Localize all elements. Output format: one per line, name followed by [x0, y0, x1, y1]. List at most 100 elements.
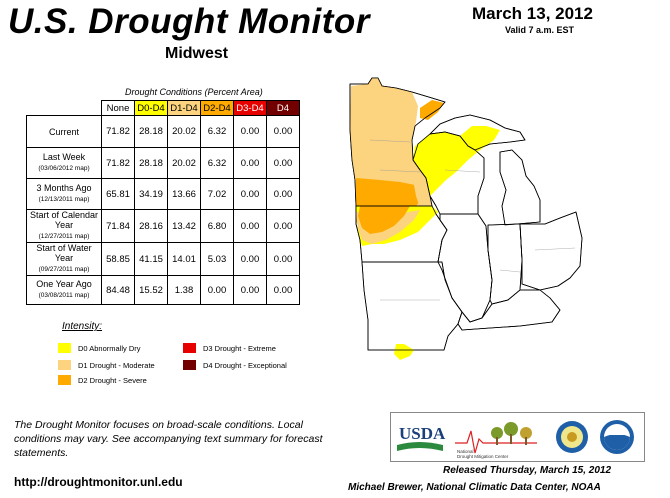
table-cell: 71.82: [101, 147, 135, 179]
table-cell: 0.00: [266, 275, 300, 305]
ndmc-logo: National Drought Mitigation Center: [455, 422, 537, 459]
legend-swatch: [183, 343, 196, 353]
legend-swatch: [183, 360, 196, 370]
table-cell: 28.16: [134, 209, 168, 243]
svg-text:National: National: [457, 449, 474, 454]
table-cell: 28.18: [134, 115, 168, 148]
table-cell: 20.02: [167, 115, 201, 148]
table-cell: 0.00: [233, 147, 267, 179]
disclaimer-text: The Drought Monitor focuses on broad-sca…: [14, 419, 323, 459]
table-cell: 7.02: [200, 178, 234, 210]
table-cell: 5.03: [200, 242, 234, 276]
table-cell: 6.80: [200, 209, 234, 243]
internal-boundaries: [369, 139, 576, 301]
table-cell: 0.00: [266, 115, 300, 148]
svg-text:Drought Mitigation Center: Drought Mitigation Center: [457, 454, 509, 459]
table-cell: 71.84: [101, 209, 135, 243]
midwest-drought-map: [349, 77, 583, 360]
table-cell: 6.32: [200, 115, 234, 148]
svg-text:USDA: USDA: [399, 424, 446, 443]
row-label: Start of Calendar Year (12/27/2011 map): [26, 209, 102, 243]
table-row: Start of Calendar Year (12/27/2011 map) 7…: [26, 209, 300, 243]
table-cell: 58.85: [101, 242, 135, 276]
row-label: 3 Months Ago (12/13/2011 map): [26, 178, 102, 210]
row-label: One Year Ago (03/08/2011 map): [26, 275, 102, 305]
drought-conditions-table: None D0-D4 D1-D4 D2-D4 D3-D4 D4 Current …: [26, 100, 300, 305]
table-cell: 0.00: [233, 275, 267, 305]
table-cell: 34.19: [134, 178, 168, 210]
state-michigan-lp: [499, 149, 541, 226]
d0-area-wisconsin: [413, 126, 500, 196]
table-cell: 0.00: [266, 147, 300, 179]
table-cell: 6.32: [200, 147, 234, 179]
table-header-row: None D0-D4 D1-D4 D2-D4 D3-D4 D4: [27, 100, 300, 116]
table-cell: 84.48: [101, 275, 135, 305]
legend-item-d1: D1 Drought - Moderate: [58, 360, 155, 370]
valid-time: Valid 7 a.m. EST: [505, 25, 575, 35]
table-cell: 28.18: [134, 147, 168, 179]
table-cell: 13.42: [167, 209, 201, 243]
partner-logos-graphic: USDA National Drought Mitigation Center: [397, 420, 634, 459]
table-cell: 0.00: [266, 209, 300, 243]
legend-swatch: [58, 360, 71, 370]
d1-area-wisconsin: [413, 160, 432, 212]
map-date: March 13, 2012: [472, 4, 593, 23]
d2-area-minnesota-north: [420, 100, 444, 120]
table-cell: 13.66: [167, 178, 201, 210]
noaa-logo: [600, 420, 634, 454]
table-cell: 1.38: [167, 275, 201, 305]
table-row: Last Week (03/06/2012 map) 71.82 28.18 20…: [26, 147, 300, 179]
col-header-d0-d4: D0-D4: [134, 100, 168, 116]
legend-label: D3 Drought - Extreme: [203, 343, 276, 353]
col-header-d2-d4: D2-D4: [200, 100, 234, 116]
table-cell: 0.00: [266, 178, 300, 210]
table-row: Current 71.82 28.18 20.02 6.32 0.00 0.00: [26, 115, 300, 148]
d0-area-missouri: [394, 344, 414, 360]
legend-title: Intensity:: [62, 321, 103, 332]
table-cell: 0.00: [233, 209, 267, 243]
table-cell: 0.00: [233, 178, 267, 210]
table-caption: Drought Conditions (Percent Area): [125, 87, 263, 97]
region-title: Midwest: [165, 45, 229, 62]
state-borders: [349, 77, 583, 351]
partner-logos: USDA National Drought Mitigation Center: [390, 412, 645, 462]
map-title: U.S. Drought Monitor: [8, 2, 370, 41]
website-link[interactable]: http://droughtmonitor.unl.edu: [14, 475, 183, 489]
legend-swatch: [58, 343, 71, 353]
table-row: 3 Months Ago (12/13/2011 map) 65.81 34.19…: [26, 178, 300, 210]
table-cell: 0.00: [200, 275, 234, 305]
col-header-none: None: [101, 100, 135, 116]
table-cell: 20.02: [167, 147, 201, 179]
table-cell: 71.82: [101, 115, 135, 148]
commerce-seal-logo: [556, 421, 588, 453]
legend-swatch: [58, 375, 71, 385]
d2-area-iowa: [358, 206, 410, 234]
col-header-d1-d4: D1-D4: [167, 100, 201, 116]
table-cell: 15.52: [134, 275, 168, 305]
table-cell: 14.01: [167, 242, 201, 276]
author-credit: Michael Brewer, National Climatic Data C…: [348, 482, 601, 493]
legend-item-d3: D3 Drought - Extreme: [183, 343, 276, 353]
release-date: Released Thursday, March 15, 2012: [443, 465, 612, 476]
legend-label: D0 Abnormally Dry: [78, 343, 141, 353]
table-row: One Year Ago (03/08/2011 map) 84.48 15.52…: [26, 275, 300, 305]
col-header-d3-d4: D3-D4: [233, 100, 267, 116]
legend-label: D4 Drought - Exceptional: [203, 360, 287, 370]
state-indiana: [487, 223, 523, 305]
table-cell: 0.00: [266, 242, 300, 276]
usda-logo: USDA: [397, 424, 446, 451]
row-label: Start of Water Year (09/27/2011 map): [26, 242, 102, 276]
table-cell: 41.15: [134, 242, 168, 276]
legend-item-d4: D4 Drought - Exceptional: [183, 360, 287, 370]
row-label: Current: [26, 115, 102, 148]
table-cell: 0.00: [233, 242, 267, 276]
table-cell: 65.81: [101, 178, 135, 210]
table-cell: 0.00: [233, 115, 267, 148]
row-label: Last Week (03/06/2012 map): [26, 147, 102, 179]
legend-label: D2 Drought - Severe: [78, 375, 147, 385]
drought-overlays: [350, 78, 500, 360]
col-header-d4: D4: [266, 100, 300, 116]
legend-label: D1 Drought - Moderate: [78, 360, 155, 370]
legend-item-d0: D0 Abnormally Dry: [58, 343, 141, 353]
table-row: Start of Water Year (09/27/2011 map) 58.8…: [26, 242, 300, 276]
